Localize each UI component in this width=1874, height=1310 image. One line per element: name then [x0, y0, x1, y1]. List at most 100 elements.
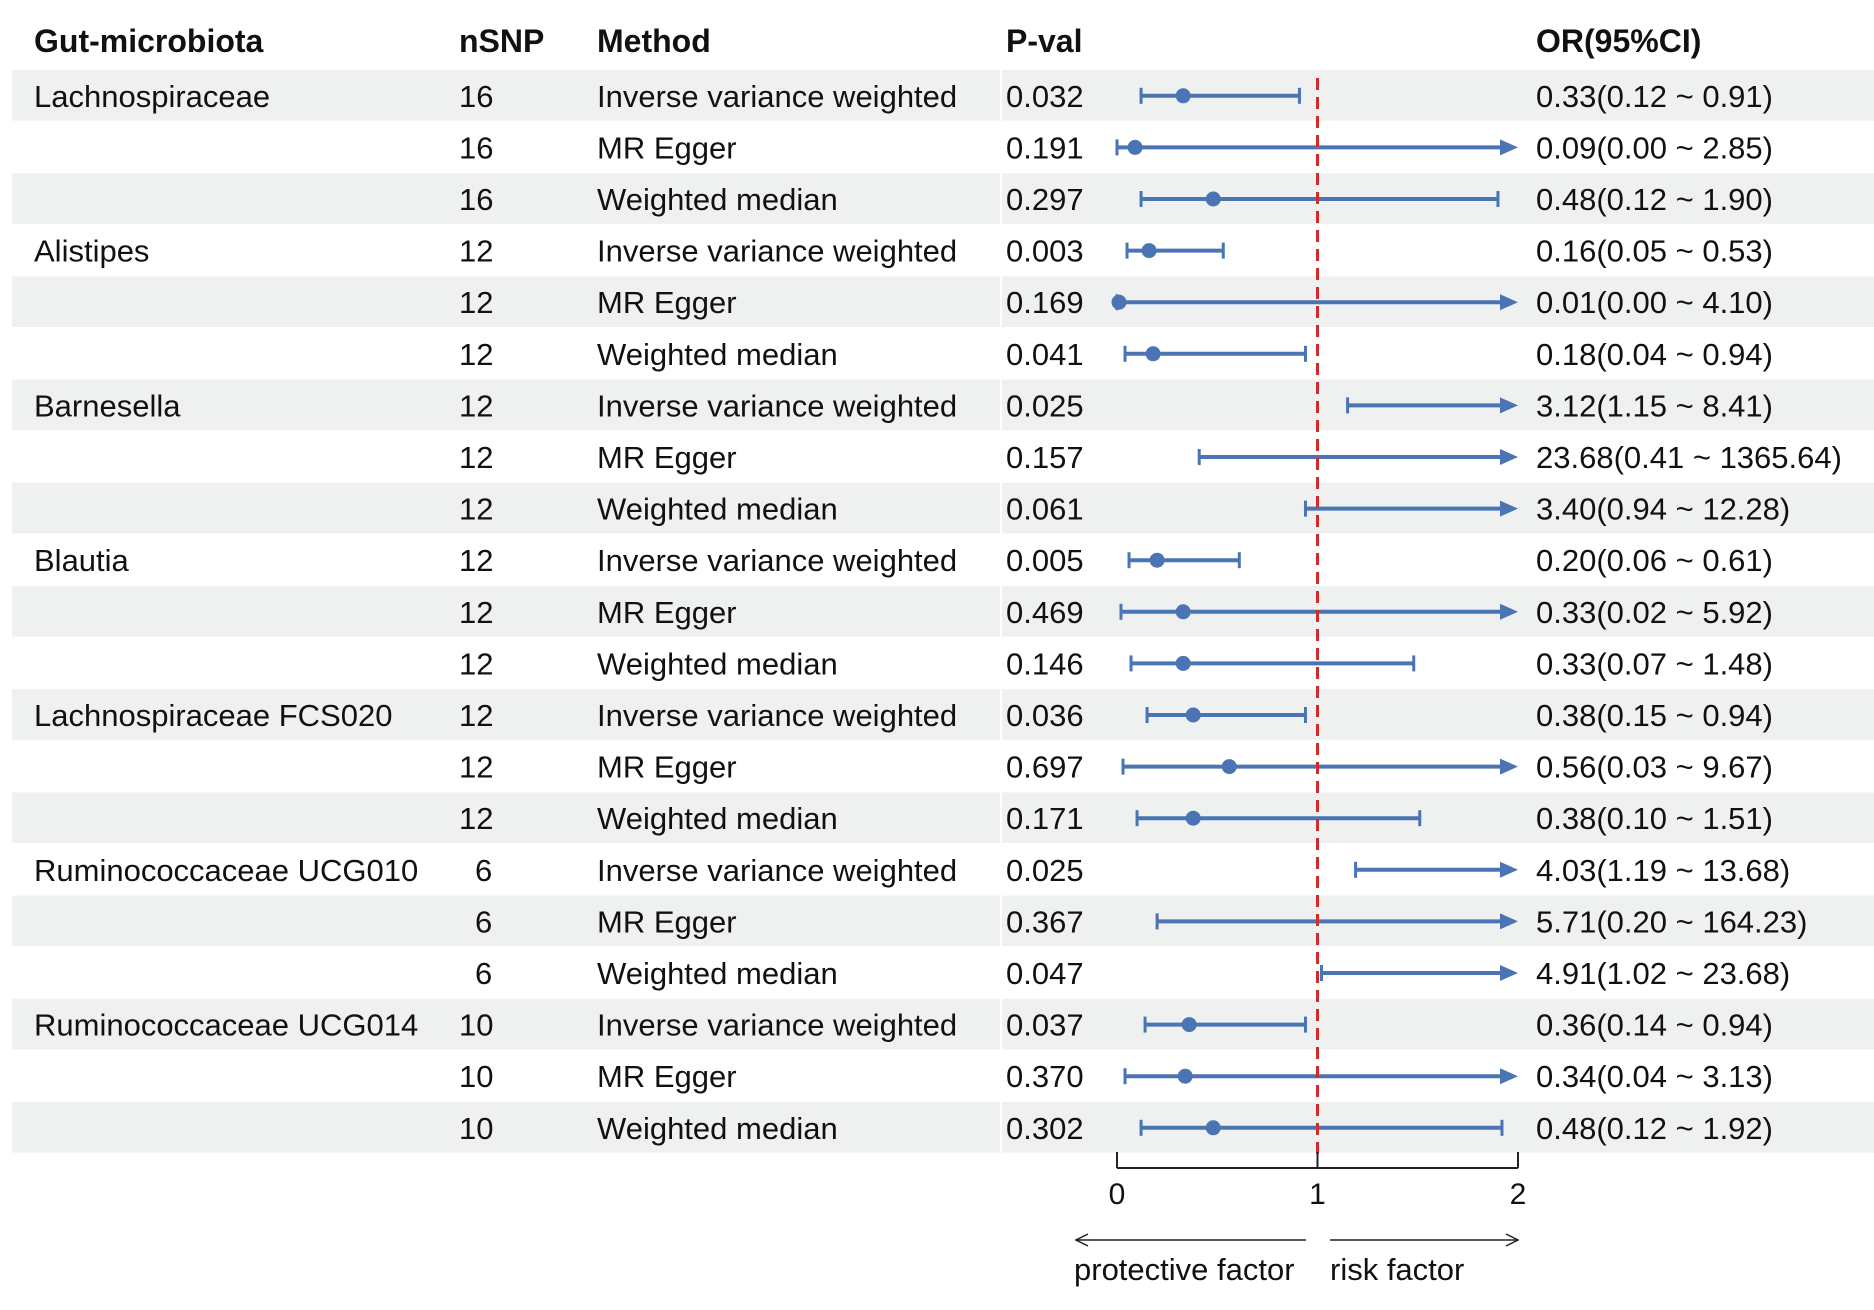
- or-point: [1185, 707, 1201, 723]
- nsnp-value: 10: [459, 1059, 493, 1094]
- method-label: Inverse variance weighted: [597, 1008, 957, 1043]
- nsnp-value: 16: [459, 79, 493, 114]
- nsnp-value: 12: [459, 750, 493, 785]
- nsnp-value: 12: [459, 595, 493, 630]
- row-bands: [12, 70, 1874, 1153]
- ci-arrowhead: [1500, 397, 1518, 414]
- or-point: [1127, 139, 1143, 155]
- x-tick-label: 1: [1309, 1178, 1326, 1211]
- risk-factor-label: risk factor: [1330, 1252, 1464, 1287]
- or-point: [1149, 552, 1165, 568]
- p-value: 0.005: [1006, 543, 1084, 578]
- p-value: 0.157: [1006, 440, 1084, 475]
- method-label: Weighted median: [597, 1111, 838, 1146]
- or-ci-label: 0.36(0.14 ~ 0.94): [1536, 1008, 1773, 1043]
- risk-arrow-head: [1505, 1233, 1520, 1247]
- direction-annotations: protective factor risk factor: [1074, 1233, 1520, 1287]
- nsnp-value: 12: [459, 440, 493, 475]
- or-ci-label: 0.38(0.10 ~ 1.51): [1536, 801, 1773, 836]
- or-point: [1181, 1017, 1197, 1033]
- or-ci-label: 0.48(0.12 ~ 1.90): [1536, 182, 1773, 217]
- row-band: [12, 895, 1000, 947]
- or-point: [1145, 346, 1161, 362]
- or-ci-label: 4.03(1.19 ~ 13.68): [1536, 853, 1790, 888]
- nsnp-value: 12: [459, 388, 493, 423]
- method-label: Inverse variance weighted: [597, 853, 957, 888]
- or-point: [1141, 243, 1157, 259]
- p-value: 0.297: [1006, 182, 1084, 217]
- row-band: [12, 482, 1000, 534]
- nsnp-value: 12: [459, 698, 493, 733]
- nsnp-value: 6: [475, 853, 492, 888]
- or-ci-label: 0.09(0.00 ~ 2.85): [1536, 130, 1773, 165]
- or-ci-label: 0.33(0.02 ~ 5.92): [1536, 595, 1773, 630]
- p-value: 0.469: [1006, 595, 1084, 630]
- or-point: [1175, 88, 1191, 104]
- p-value: 0.697: [1006, 750, 1084, 785]
- row-band: [12, 276, 1000, 327]
- nsnp-value: 12: [459, 801, 493, 836]
- method-label: Inverse variance weighted: [597, 698, 957, 733]
- header-or: OR(95%CI): [1536, 23, 1701, 59]
- or-ci-label: 5.71(0.20 ~ 164.23): [1536, 904, 1807, 939]
- or-ci-label: 3.12(1.15 ~ 8.41): [1536, 388, 1773, 423]
- ci-arrowhead: [1500, 603, 1518, 620]
- p-value: 0.025: [1006, 388, 1084, 423]
- p-value: 0.061: [1006, 492, 1084, 527]
- forest-marks: [1111, 78, 1518, 1154]
- row-band: [12, 1102, 1000, 1153]
- row-band: [12, 379, 1000, 431]
- or-ci-label: 0.33(0.07 ~ 1.48): [1536, 646, 1773, 681]
- nsnp-value: 12: [459, 337, 493, 372]
- nsnp-value: 12: [459, 543, 493, 578]
- ci-arrowhead: [1500, 500, 1518, 517]
- or-ci-label: 0.16(0.05 ~ 0.53): [1536, 234, 1773, 269]
- p-value: 0.032: [1006, 79, 1084, 114]
- method-label: MR Egger: [597, 285, 737, 320]
- row-band: [12, 586, 1000, 637]
- p-value: 0.036: [1006, 698, 1084, 733]
- method-label: MR Egger: [597, 904, 737, 939]
- ci-arrowhead: [1500, 913, 1518, 930]
- taxon-label: Lachnospiraceae: [34, 79, 270, 114]
- ci-arrowhead: [1500, 861, 1518, 878]
- nsnp-value: 12: [459, 646, 493, 681]
- nsnp-value: 12: [459, 234, 493, 269]
- method-label: Weighted median: [597, 801, 838, 836]
- method-label: MR Egger: [597, 440, 737, 475]
- nsnp-value: 10: [459, 1111, 493, 1146]
- taxon-label: Ruminococcaceae UCG014: [34, 1008, 418, 1043]
- nsnp-value: 6: [475, 904, 492, 939]
- nsnp-value: 16: [459, 130, 493, 165]
- p-value: 0.037: [1006, 1008, 1084, 1043]
- or-point: [1175, 655, 1191, 671]
- or-ci-label: 4.91(1.02 ~ 23.68): [1536, 956, 1790, 991]
- ci-arrowhead: [1500, 449, 1518, 465]
- ci-arrowhead: [1500, 758, 1518, 775]
- p-value: 0.171: [1006, 801, 1084, 836]
- or-point: [1205, 191, 1221, 207]
- taxon-label: Ruminococcaceae UCG010: [34, 853, 418, 888]
- or-ci-label: 0.38(0.15 ~ 0.94): [1536, 698, 1773, 733]
- p-value: 0.370: [1006, 1059, 1084, 1094]
- method-label: Weighted median: [597, 182, 838, 217]
- or-ci-label: 3.40(0.94 ~ 12.28): [1536, 492, 1790, 527]
- method-label: Weighted median: [597, 956, 838, 991]
- x-axis: 0 1 2: [1109, 1152, 1526, 1211]
- or-point: [1177, 1068, 1193, 1084]
- p-value: 0.146: [1006, 646, 1084, 681]
- header-nsnp: nSNP: [459, 23, 544, 59]
- x-tick-label: 0: [1109, 1178, 1126, 1211]
- or-ci-label: 0.33(0.12 ~ 0.91): [1536, 79, 1773, 114]
- method-label: Inverse variance weighted: [597, 543, 957, 578]
- p-value: 0.025: [1006, 853, 1084, 888]
- or-point: [1111, 294, 1127, 310]
- nsnp-value: 6: [475, 956, 492, 991]
- or-ci-label: 0.20(0.06 ~ 0.61): [1536, 543, 1773, 578]
- or-ci-label: 0.01(0.00 ~ 4.10): [1536, 285, 1773, 320]
- ci-arrowhead: [1500, 965, 1518, 981]
- or-point: [1205, 1120, 1221, 1136]
- p-value: 0.041: [1006, 337, 1084, 372]
- row-band: [12, 792, 1000, 843]
- taxon-label: Alistipes: [34, 234, 149, 269]
